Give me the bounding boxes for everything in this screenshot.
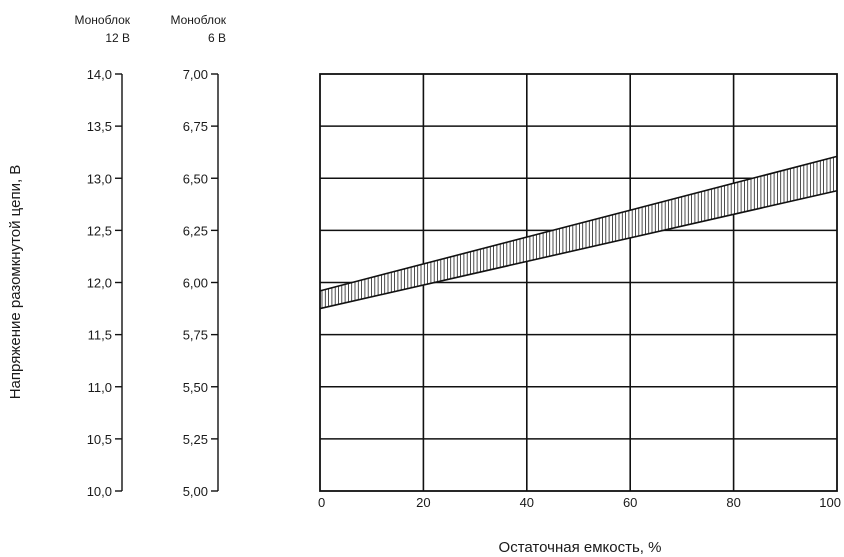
y-axis-12v-tick-label: 13,0 <box>87 171 112 186</box>
x-axis-tick-label: 20 <box>416 495 430 510</box>
y-axis-12v-tick-label: 14,0 <box>87 67 112 82</box>
y-axis-title: Напряжение разомкнутой цепи, В <box>7 165 24 400</box>
y-axis-12v-tick-label: 10,5 <box>87 432 112 447</box>
y-axis-12v-tick-label: 12,0 <box>87 276 112 291</box>
y-axis-6v-tick-label: 7,00 <box>183 67 208 82</box>
y-axis-12v-header-line1: Моноблок <box>75 13 131 27</box>
x-axis: 0 20 40 60 80 100 <box>318 495 841 510</box>
voltage-band <box>319 155 838 310</box>
y-axis-6v-header-line1: Моноблок <box>171 13 227 27</box>
y-axis-12v: Моноблок 12 В 14,0 13,5 13,0 12,5 12,0 11,5 11… <box>75 13 131 499</box>
y-axis-6v-tick-label: 5,25 <box>183 432 208 447</box>
y-axis-12v-tick-label: 11,5 <box>88 328 112 343</box>
x-axis-title: Остаточная емкость, % <box>499 539 662 556</box>
voltage-band-hatching <box>321 156 838 309</box>
x-axis-tick-label: 80 <box>726 495 740 510</box>
x-axis-tick-label: 100 <box>819 495 841 510</box>
band-lower-boundary <box>319 189 838 310</box>
y-axis-6v-tick-label: 5,75 <box>183 328 208 343</box>
band-upper-boundary <box>319 155 838 292</box>
y-axis-12v-tick-label: 12,5 <box>87 223 112 238</box>
y-axis-6v-tick-label: 6,50 <box>183 171 208 186</box>
y-axis-6v-tick-label: 6,25 <box>183 223 208 238</box>
y-axis-12v-tick-label: 11,0 <box>88 380 112 395</box>
grid <box>320 74 837 491</box>
y-axis-6v: Моноблок 6 В 7,00 6,75 6,50 6,25 6,00 5,75 5,5… <box>171 13 227 499</box>
y-axis-6v-tick-label: 6,00 <box>183 276 208 291</box>
y-axis-6v-tick-label: 6,75 <box>183 119 208 134</box>
x-axis-tick-label: 40 <box>520 495 534 510</box>
y-axis-6v-header-line2: 6 В <box>208 31 226 45</box>
y-axis-6v-tick-label: 5,50 <box>183 380 208 395</box>
y-axis-6v-tick-label: 5,00 <box>183 484 208 499</box>
x-axis-tick-label: 60 <box>623 495 637 510</box>
plot-frame <box>319 73 838 492</box>
y-axis-12v-header-line2: 12 В <box>105 31 130 45</box>
plot-border <box>319 73 838 492</box>
x-axis-tick-label: 0 <box>318 495 325 510</box>
y-axis-12v-tick-label: 10,0 <box>87 484 112 499</box>
y-axis-12v-tick-label: 13,5 <box>87 119 112 134</box>
